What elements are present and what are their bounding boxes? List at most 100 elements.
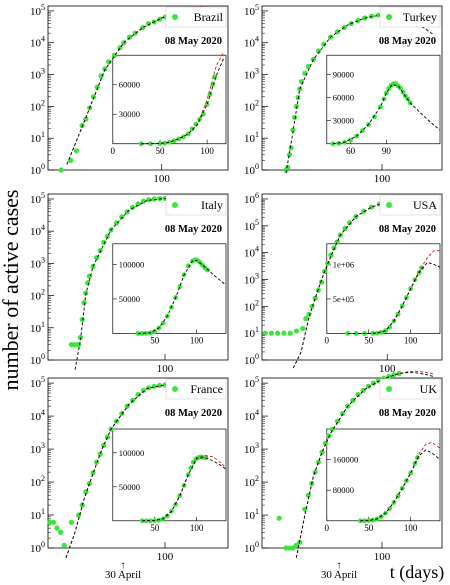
legend-box xyxy=(379,378,441,400)
data-point xyxy=(146,385,152,391)
y-tick-label: 105 xyxy=(244,218,259,233)
x-tick-label: 100 xyxy=(374,551,391,563)
inset-france: 50 100 50000 100000 xyxy=(112,428,227,533)
y-tick-label: 104 xyxy=(244,245,259,260)
inset-frame xyxy=(326,243,441,334)
data-point xyxy=(276,515,282,521)
data-point xyxy=(365,383,371,389)
data-point xyxy=(370,380,377,386)
legend-marker xyxy=(172,14,178,20)
data-point xyxy=(355,17,361,24)
date-label: 08 May 2020 xyxy=(379,224,436,235)
inset-data-point xyxy=(399,303,405,309)
inset-data-point xyxy=(345,331,351,336)
y-axis-label: number of active cases xyxy=(0,190,23,391)
data-point xyxy=(135,201,141,207)
inset-usa: 0 50 100 5e+05 1e+06 xyxy=(325,243,441,345)
y-tick-label: 100 xyxy=(244,540,259,555)
data-point xyxy=(275,330,281,336)
data-point xyxy=(58,167,64,173)
inset-data-point xyxy=(378,514,384,519)
data-point xyxy=(315,48,322,54)
data-point xyxy=(342,225,348,232)
inset-data-point xyxy=(148,141,153,147)
inset-x-tick-label: 50 xyxy=(155,146,165,156)
data-point xyxy=(300,325,306,332)
data-point xyxy=(113,220,119,226)
data-point xyxy=(281,330,287,336)
inset-y-tick-label: 30000 xyxy=(333,116,354,126)
inset-x-tick-label: 50 xyxy=(364,335,374,345)
data-point xyxy=(339,410,346,417)
data-point xyxy=(309,303,315,309)
data-point xyxy=(298,79,305,85)
data-point xyxy=(321,41,327,47)
inset-frame xyxy=(112,243,227,334)
y-tick-label: 102 xyxy=(30,288,45,303)
inset-x-tick-label: 90 xyxy=(382,146,392,156)
y-tick-label: 102 xyxy=(30,98,45,113)
data-point xyxy=(73,148,80,154)
y-tick-label: 101 xyxy=(30,130,45,145)
data-point xyxy=(90,263,96,270)
y-tick-label: 105 xyxy=(244,375,259,390)
inset-fit-black xyxy=(347,261,441,334)
inset-data-point xyxy=(387,324,393,330)
inset-x-tick-label: 0 xyxy=(325,523,330,533)
x-tick-label: 100 xyxy=(157,551,174,563)
data-point xyxy=(81,300,87,306)
date-label: 08 May 2020 xyxy=(379,36,436,47)
y-tick-label: 102 xyxy=(244,474,259,489)
data-point xyxy=(347,220,353,226)
inset-data-point xyxy=(330,141,336,147)
data-point xyxy=(315,459,322,465)
inset-data-point xyxy=(190,459,196,465)
data-point xyxy=(285,164,291,171)
inset-data-point xyxy=(148,518,153,524)
data-point xyxy=(61,542,67,548)
inset-y-tick-label: 80000 xyxy=(333,485,354,495)
x-axis-label: t (days) xyxy=(390,562,444,583)
inset-data-point xyxy=(374,330,380,336)
data-point xyxy=(68,342,74,348)
data-point xyxy=(293,542,299,548)
inset-data-point xyxy=(135,331,141,336)
data-point xyxy=(101,442,107,448)
inset-y-tick-label: 160000 xyxy=(333,455,359,465)
y-tick-label: 105 xyxy=(30,191,45,206)
y-tick-label: 102 xyxy=(244,298,259,313)
data-point xyxy=(126,34,133,40)
inset-data-point xyxy=(162,140,168,146)
inset-y-tick-label: 100000 xyxy=(119,448,145,458)
y-tick-label: 103 xyxy=(244,67,259,82)
plot-frame xyxy=(47,5,229,171)
legend-marker xyxy=(386,14,392,20)
data-point xyxy=(130,397,136,403)
data-point xyxy=(94,459,100,465)
data-point xyxy=(47,519,53,525)
data-point xyxy=(331,245,337,251)
data-point xyxy=(140,198,146,204)
panel-usa: 100 101 102 103 104 105 106 100 0 50 100 5e+05 1e+06… xyxy=(244,191,443,375)
plot-frame xyxy=(47,193,229,361)
inset-y-tick-label: 60000 xyxy=(333,93,354,103)
y-tick-label: 102 xyxy=(244,98,259,113)
inset-x-tick-label: 100 xyxy=(200,146,214,156)
inset-data-point xyxy=(177,284,183,289)
inset-y-tick-label: 100000 xyxy=(119,259,145,269)
inset-fit-black xyxy=(360,449,441,522)
y-tick-label: 100 xyxy=(244,352,259,367)
y-tick-label: 103 xyxy=(30,67,45,82)
y-tick-label: 105 xyxy=(30,375,45,390)
inset-data-point xyxy=(366,518,372,524)
data-point xyxy=(303,315,309,322)
plot-frame xyxy=(261,377,443,549)
inset-data-point xyxy=(139,331,145,336)
inset-data-point xyxy=(185,263,191,269)
data-point xyxy=(368,204,375,210)
y-tick-label: 101 xyxy=(244,130,259,145)
data-point xyxy=(72,342,78,348)
inset-frame xyxy=(326,428,441,522)
data-point xyxy=(262,330,268,336)
